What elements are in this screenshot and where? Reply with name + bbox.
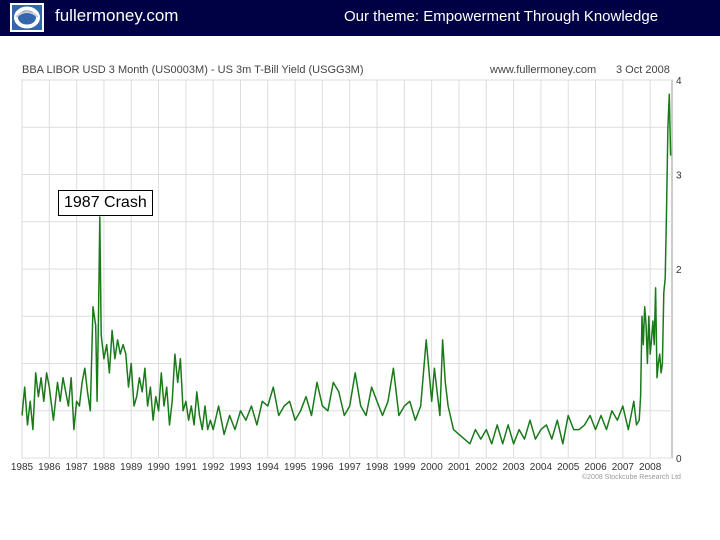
x-tick-label: 1995 bbox=[284, 462, 307, 473]
crash-annotation: 1987 Crash bbox=[58, 190, 153, 216]
spread-series-line bbox=[21, 93, 672, 445]
x-tick-label: 1992 bbox=[202, 462, 225, 473]
x-tick-label: 1986 bbox=[38, 462, 61, 473]
x-tick-label: 2001 bbox=[448, 462, 471, 473]
x-tick-label: 2006 bbox=[584, 462, 607, 473]
x-tick-label: 1997 bbox=[339, 462, 362, 473]
brand-name: fullermoney.com bbox=[55, 6, 179, 25]
x-tick-label: 1991 bbox=[175, 462, 198, 473]
x-tick-label: 2008 bbox=[639, 462, 662, 473]
copyright-notice: ©2008 Stockcube Research Ltd bbox=[582, 474, 681, 481]
logo-icon bbox=[10, 3, 44, 32]
x-tick-label: 1996 bbox=[311, 462, 334, 473]
x-tick-label: 2000 bbox=[421, 462, 444, 473]
header-bar: fullermoney.com Our theme: Empowerment T… bbox=[0, 0, 720, 36]
x-tick-label: 2005 bbox=[557, 462, 580, 473]
chart-date: 3 Oct 2008 bbox=[616, 64, 670, 76]
x-tick-label: 1988 bbox=[93, 462, 116, 473]
chart-source: www.fullermoney.com bbox=[490, 64, 597, 76]
x-tick-label: 1990 bbox=[147, 462, 170, 473]
x-tick-label: 1998 bbox=[366, 462, 389, 473]
y-tick-label: 0 bbox=[676, 454, 682, 465]
y-tick-label: 3 bbox=[676, 171, 682, 182]
y-tick-label: 4 bbox=[676, 76, 682, 87]
x-tick-label: 1993 bbox=[229, 462, 252, 473]
x-tick-label: 1999 bbox=[393, 462, 416, 473]
x-tick-label: 1989 bbox=[120, 462, 143, 473]
x-tick-label: 1987 bbox=[65, 462, 88, 473]
x-tick-label: 1985 bbox=[11, 462, 34, 473]
x-tick-label: 2003 bbox=[502, 462, 525, 473]
x-tick-label: 1994 bbox=[257, 462, 280, 473]
x-tick-label: 2002 bbox=[475, 462, 498, 473]
y-tick-label: 2 bbox=[676, 265, 682, 276]
tagline: Our theme: Empowerment Through Knowledge bbox=[344, 8, 659, 25]
x-tick-label: 2004 bbox=[530, 462, 553, 473]
x-tick-label: 2007 bbox=[612, 462, 635, 473]
chart-title: BBA LIBOR USD 3 Month (US0003M) - US 3m … bbox=[22, 64, 364, 76]
